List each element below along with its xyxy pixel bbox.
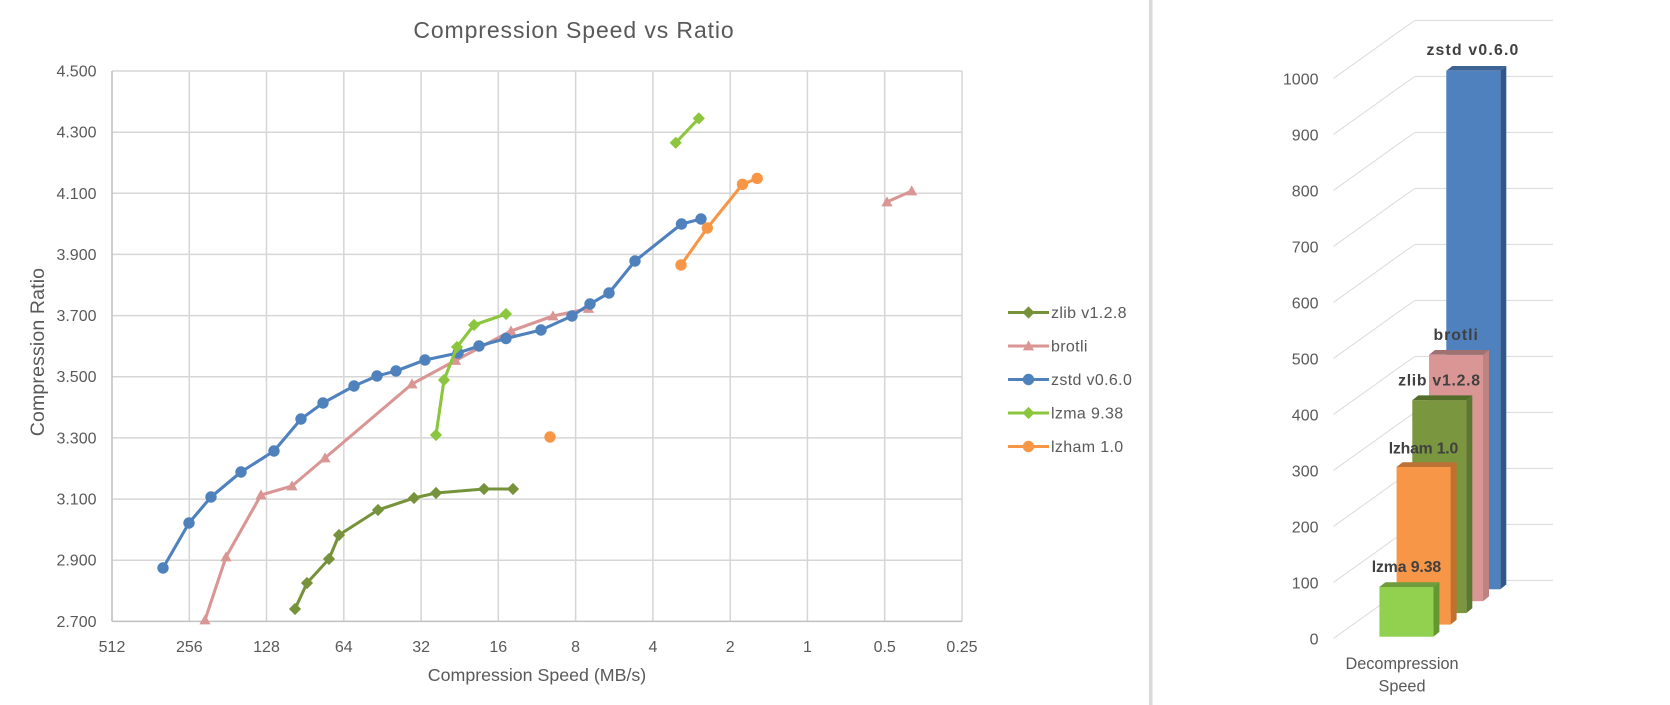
- svg-text:1000: 1000: [1283, 72, 1319, 89]
- svg-text:3.300: 3.300: [56, 430, 96, 447]
- svg-text:128: 128: [253, 639, 280, 656]
- svg-text:Compression Speed (MB/s): Compression Speed (MB/s): [428, 665, 646, 685]
- svg-text:0.5: 0.5: [874, 639, 896, 656]
- svg-text:16: 16: [489, 639, 507, 656]
- svg-text:zlib v1.2.8: zlib v1.2.8: [1398, 373, 1481, 390]
- svg-text:2: 2: [726, 639, 735, 656]
- svg-text:32: 32: [412, 639, 430, 656]
- svg-text:Speed: Speed: [1378, 678, 1425, 696]
- svg-text:256: 256: [176, 639, 203, 656]
- svg-text:brotli: brotli: [1051, 339, 1088, 356]
- svg-text:400: 400: [1292, 408, 1319, 425]
- svg-text:2.900: 2.900: [56, 553, 96, 570]
- svg-text:300: 300: [1292, 464, 1319, 481]
- svg-text:Compression Speed vs Ratio: Compression Speed vs Ratio: [413, 17, 734, 43]
- svg-text:3.900: 3.900: [56, 247, 96, 264]
- svg-text:512: 512: [99, 639, 126, 656]
- svg-text:4.300: 4.300: [56, 125, 96, 142]
- svg-text:lzham 1.0: lzham 1.0: [1389, 441, 1459, 458]
- svg-text:0: 0: [1310, 632, 1319, 649]
- svg-text:1: 1: [803, 639, 812, 656]
- svg-text:Compression Ratio: Compression Ratio: [27, 268, 49, 436]
- svg-text:zstd v0.6.0: zstd v0.6.0: [1426, 42, 1519, 59]
- svg-text:3.700: 3.700: [56, 308, 96, 325]
- svg-text:lzma 9.38: lzma 9.38: [1372, 559, 1442, 576]
- svg-text:64: 64: [335, 639, 353, 656]
- svg-text:3.100: 3.100: [56, 492, 96, 509]
- svg-text:4.100: 4.100: [56, 186, 96, 203]
- svg-text:zlib v1.2.8: zlib v1.2.8: [1051, 305, 1127, 322]
- svg-text:600: 600: [1292, 296, 1319, 313]
- svg-text:lzham 1.0: lzham 1.0: [1051, 439, 1124, 456]
- svg-text:8: 8: [571, 639, 580, 656]
- svg-text:4.500: 4.500: [56, 64, 96, 81]
- svg-text:500: 500: [1292, 352, 1319, 369]
- svg-text:zstd v0.6.0: zstd v0.6.0: [1051, 372, 1132, 389]
- svg-text:100: 100: [1292, 576, 1319, 593]
- svg-text:0.25: 0.25: [946, 639, 977, 656]
- svg-text:200: 200: [1292, 520, 1319, 537]
- svg-text:800: 800: [1292, 184, 1319, 201]
- svg-text:2.700: 2.700: [56, 614, 96, 631]
- svg-text:3.500: 3.500: [56, 369, 96, 386]
- svg-text:lzma 9.38: lzma 9.38: [1051, 406, 1124, 423]
- svg-text:4: 4: [648, 639, 657, 656]
- svg-text:700: 700: [1292, 240, 1319, 257]
- svg-text:brotli: brotli: [1433, 327, 1479, 344]
- svg-text:Decompression: Decompression: [1345, 655, 1458, 673]
- svg-text:900: 900: [1292, 128, 1319, 145]
